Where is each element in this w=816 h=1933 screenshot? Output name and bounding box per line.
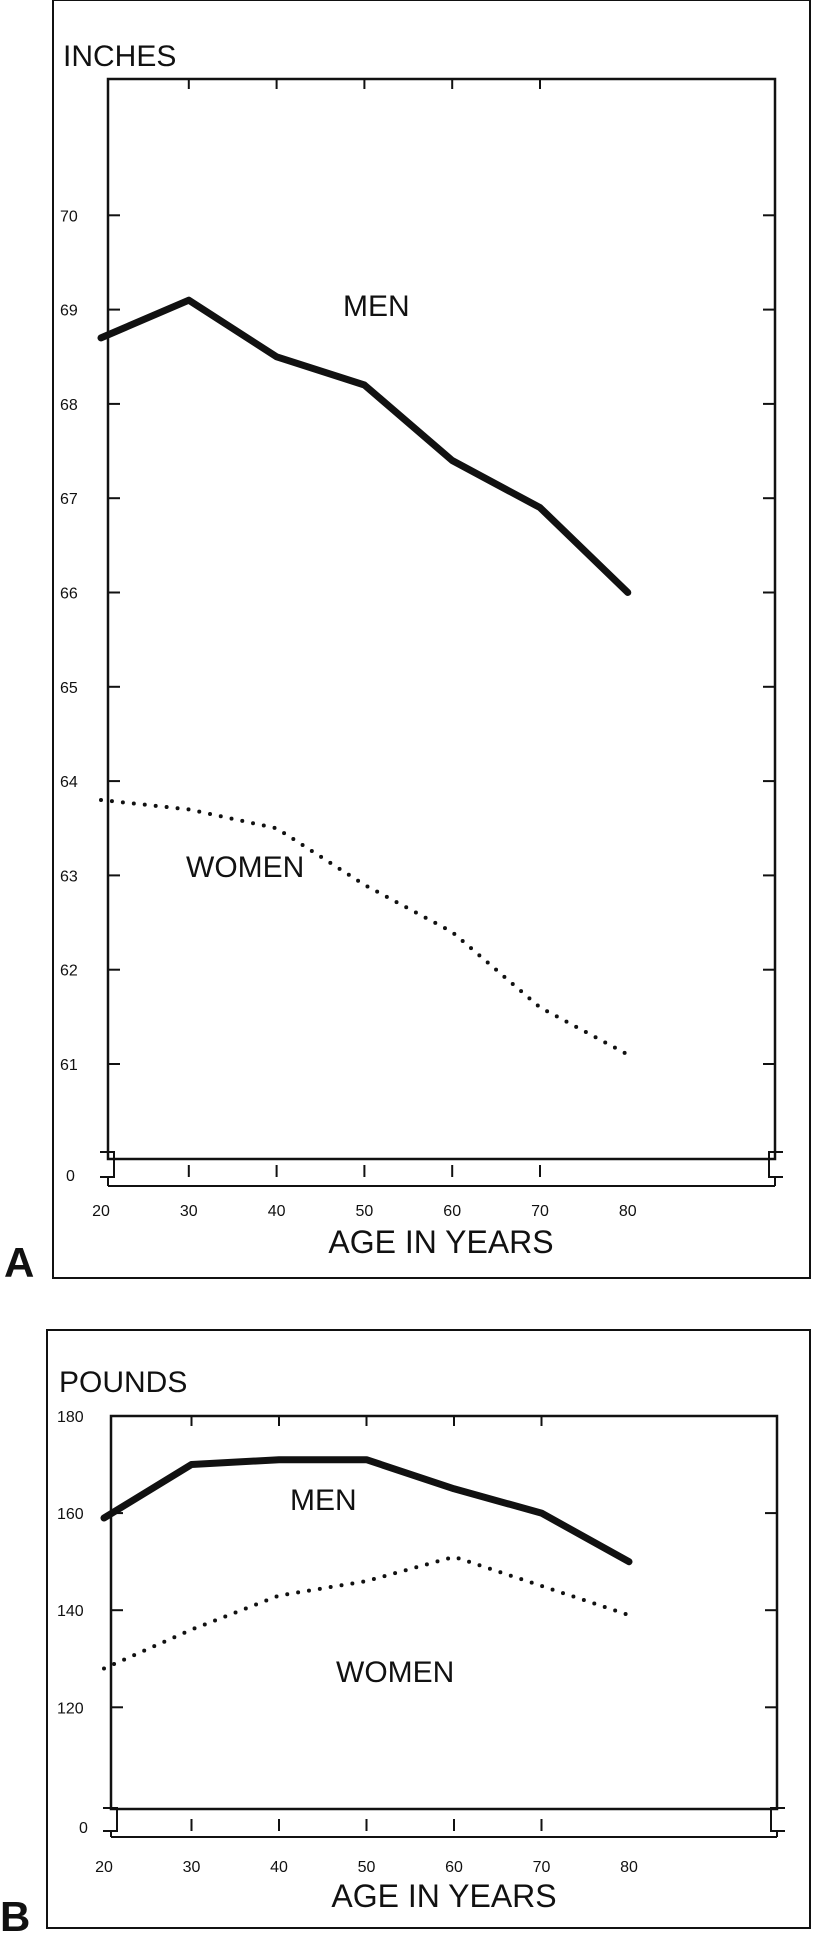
panel-b: 0 180 160 140 120 20 30 40 50 60 70 80 POUNDS AGE … — [0, 1329, 811, 1933]
panel-b-frame — [46, 1329, 811, 1929]
panel-a-frame — [52, 0, 811, 1279]
panel-a-xtick-label: 50 — [356, 1203, 374, 1220]
panel-b-plot-frame — [109, 1414, 779, 1811]
panel-b-x-axis-title: AGE IN YEARS — [331, 1878, 556, 1914]
panel-a-ytick-label: 67 — [60, 491, 78, 508]
panel-a-unit-label: INCHES — [63, 40, 176, 73]
panel-a-ytick-label: 69 — [60, 303, 78, 320]
panel-a-ytick-label: 64 — [60, 774, 78, 791]
panel-b-women-label: WOMEN — [336, 1656, 454, 1689]
panel-a-ytick-label: 62 — [60, 963, 78, 980]
panel-b-ticks: 180 160 140 120 20 30 40 50 60 70 80 — [57, 1409, 777, 1876]
panel-a-x-axis-title: AGE IN YEARS — [328, 1224, 553, 1260]
panel-b-ybreak-label: 0 — [79, 1820, 88, 1837]
panel-b-men-line — [100, 1456, 633, 1566]
panel-b-ytick-label: 140 — [57, 1603, 84, 1620]
panel-a-letter: A — [4, 1239, 34, 1286]
panel-b-ytick-label: 180 — [57, 1409, 84, 1426]
panel-a-ybreak-label: 0 — [66, 1168, 75, 1185]
panel-b-xtick-label: 60 — [445, 1859, 463, 1876]
panel-a-ytick-label: 65 — [60, 680, 78, 697]
panel-b-xtick-label: 70 — [533, 1859, 551, 1876]
panel-a-ytick-label: 61 — [60, 1057, 78, 1074]
panel-a-ytick-label: 70 — [60, 208, 78, 225]
panel-b-ytick-label: 160 — [57, 1506, 84, 1523]
panel-a-xtick-label: 20 — [92, 1203, 110, 1220]
panel-a-xtick-label: 40 — [268, 1203, 286, 1220]
panel-a-women-label: WOMEN — [186, 851, 304, 884]
panel-a-axis-break — [100, 1151, 783, 1187]
panel-a-xtick-label: 70 — [531, 1203, 549, 1220]
panel-a-women-line — [99, 798, 630, 1057]
panel-b-ytick-label: 120 — [57, 1700, 84, 1717]
panel-b-women-line — [102, 1554, 631, 1671]
panel-b-men-label: MEN — [290, 1484, 357, 1517]
panel-a-ytick-label: 68 — [60, 397, 78, 414]
panel-a-men-label: MEN — [343, 290, 410, 323]
panel-b-xtick-label: 40 — [270, 1859, 288, 1876]
panel-a-xtick-label: 30 — [180, 1203, 198, 1220]
panel-b-xtick-label: 80 — [620, 1859, 638, 1876]
panel-a-ytick-label: 66 — [60, 586, 78, 603]
panel-a-xtick-label: 60 — [443, 1203, 461, 1220]
panel-b-axis-break — [103, 1807, 785, 1838]
panel-b-xtick-label: 30 — [183, 1859, 201, 1876]
panel-a-plot-frame — [106, 77, 777, 1161]
panel-a-ytick-label: 63 — [60, 868, 78, 885]
panel-a-ticks: 70 69 68 67 66 65 64 63 62 61 20 30 40 50 60 70 80 — [60, 79, 775, 1220]
panel-b-letter: B — [0, 1893, 30, 1933]
panel-b-xtick-label: 20 — [95, 1859, 113, 1876]
panel-a: 0 70 69 68 67 66 65 64 63 62 61 20 30 40 50 60 70 80 INC… — [4, 0, 811, 1286]
panel-a-men-line — [97, 296, 632, 596]
panel-a-xtick-label: 80 — [619, 1203, 637, 1220]
panel-b-unit-label: POUNDS — [59, 1366, 187, 1399]
panel-b-xtick-label: 50 — [358, 1859, 376, 1876]
